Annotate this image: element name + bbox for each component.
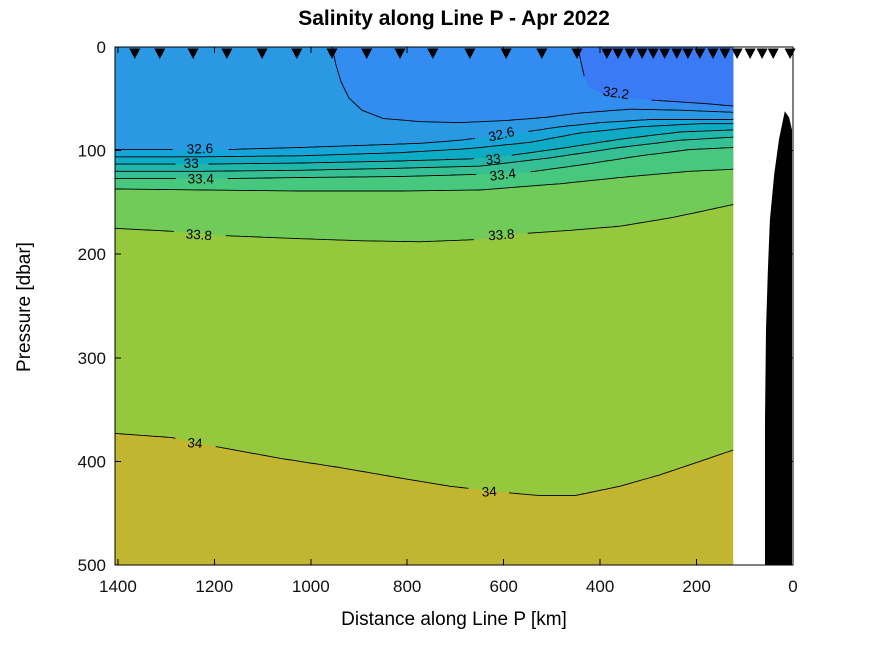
svg-text:500: 500 <box>78 556 106 575</box>
svg-text:33.8: 33.8 <box>185 226 212 243</box>
svg-text:34: 34 <box>481 484 497 500</box>
svg-text:33: 33 <box>184 156 199 171</box>
x-axis-label: Distance along Line P [km] <box>341 609 567 630</box>
svg-text:600: 600 <box>490 577 518 596</box>
svg-text:0: 0 <box>788 577 797 596</box>
svg-text:100: 100 <box>78 142 106 161</box>
x-tick-labels: 1400 1200 1000 800 600 400 200 0 <box>99 577 798 596</box>
svg-text:32.6: 32.6 <box>187 141 214 157</box>
svg-text:800: 800 <box>393 577 421 596</box>
svg-text:32.6: 32.6 <box>487 124 516 145</box>
station-markers <box>129 48 796 59</box>
svg-text:34: 34 <box>187 435 204 451</box>
svg-text:1400: 1400 <box>99 577 137 596</box>
svg-text:32.2: 32.2 <box>602 84 630 103</box>
contour-bands <box>115 47 734 565</box>
contour-lines <box>114 46 734 497</box>
svg-text:400: 400 <box>78 452 106 471</box>
y-axis-label: Pressure [dbar] <box>14 242 35 372</box>
svg-text:33.8: 33.8 <box>488 226 515 243</box>
svg-text:400: 400 <box>586 577 614 596</box>
chart-title: Salinity along Line P - Apr 2022 <box>298 7 610 30</box>
svg-text:1200: 1200 <box>195 577 233 596</box>
y-tick-labels: 0 100 200 300 400 500 <box>78 38 106 575</box>
svg-text:200: 200 <box>78 245 106 264</box>
svg-text:33.4: 33.4 <box>188 171 215 186</box>
svg-text:1000: 1000 <box>292 577 330 596</box>
svg-text:33: 33 <box>485 151 502 167</box>
axes-box <box>114 46 794 566</box>
svg-text:200: 200 <box>682 577 710 596</box>
svg-text:300: 300 <box>78 349 106 368</box>
svg-text:0: 0 <box>97 38 106 57</box>
svg-text:33.4: 33.4 <box>489 166 517 184</box>
bathymetry-shape <box>765 111 792 565</box>
